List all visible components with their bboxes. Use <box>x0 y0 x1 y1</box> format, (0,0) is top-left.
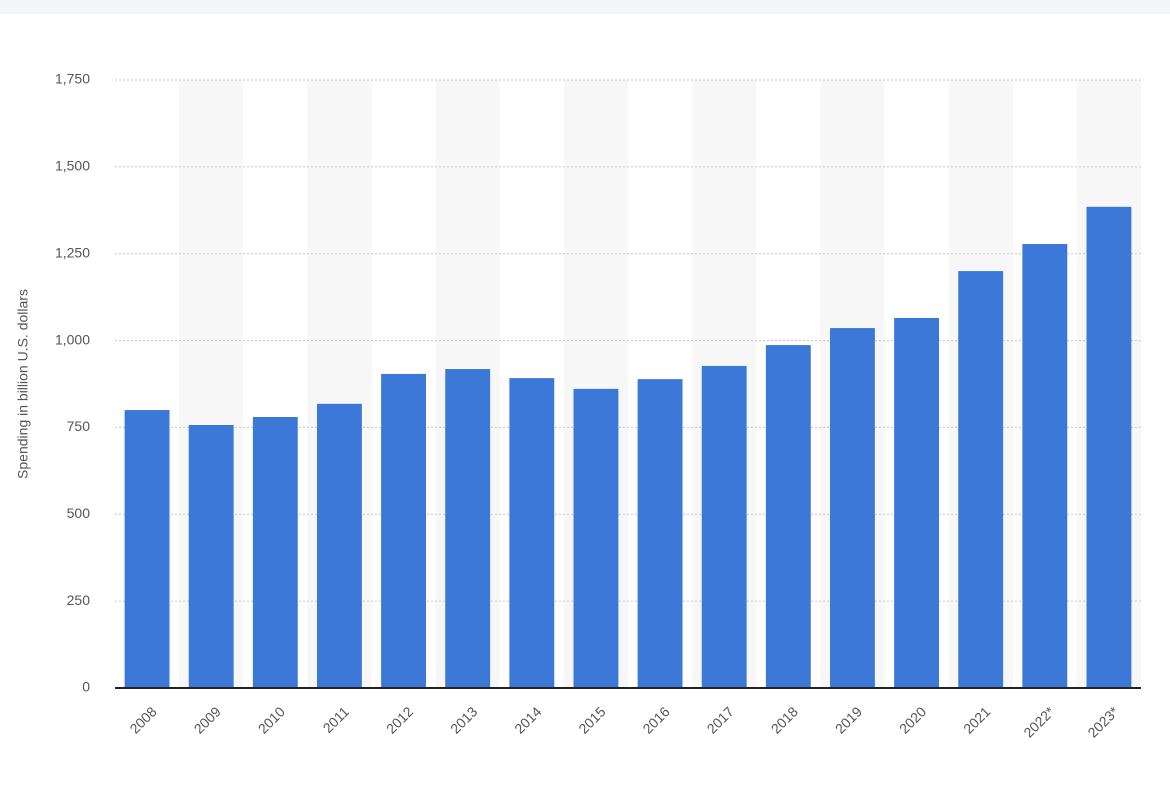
x-tick-label: 2018 <box>768 703 801 736</box>
bar <box>765 345 811 688</box>
y-tick-label: 250 <box>67 592 91 608</box>
x-tick-label: 2020 <box>896 703 929 736</box>
x-tick-label: 2008 <box>126 703 159 736</box>
y-tick-label: 1,000 <box>55 331 90 347</box>
x-tick-label: 2012 <box>383 703 416 736</box>
y-axis-label: Spending in billion U.S. dollars <box>15 289 31 479</box>
x-tick-label: 2010 <box>255 703 288 736</box>
bar <box>637 379 683 688</box>
bar <box>958 271 1004 688</box>
x-tick-label: 2011 <box>320 703 353 736</box>
x-tick-label: 2021 <box>960 703 993 736</box>
y-tick-label: 1,750 <box>55 71 90 87</box>
bar <box>124 410 170 688</box>
x-tick-label: 2017 <box>704 703 737 736</box>
bar <box>445 369 491 688</box>
bar <box>894 317 940 688</box>
bar <box>252 417 298 688</box>
y-tick-label: 750 <box>67 418 91 434</box>
x-tick-label: 2019 <box>832 703 865 736</box>
x-tick-label: 2013 <box>447 703 480 736</box>
bar <box>701 365 747 688</box>
x-tick-label: 2016 <box>639 703 672 736</box>
y-tick-label: 1,250 <box>55 244 90 260</box>
y-tick-label: 500 <box>67 505 91 521</box>
bar <box>316 403 362 688</box>
bar <box>188 424 234 688</box>
y-tick-label: 0 <box>82 679 90 695</box>
bar <box>1086 206 1132 688</box>
x-tick-label: 2023* <box>1084 703 1122 741</box>
bar <box>1022 243 1068 689</box>
x-tick-label: 2022* <box>1020 703 1058 741</box>
bar <box>381 373 427 688</box>
x-tick-label: 2009 <box>191 703 224 736</box>
bar <box>829 328 875 688</box>
bar <box>509 378 555 688</box>
top-strip <box>0 0 1170 14</box>
x-tick-label: 2015 <box>575 703 608 736</box>
x-tick-label: 2014 <box>511 703 544 736</box>
bar <box>573 388 619 688</box>
y-tick-label: 1,500 <box>55 158 90 174</box>
